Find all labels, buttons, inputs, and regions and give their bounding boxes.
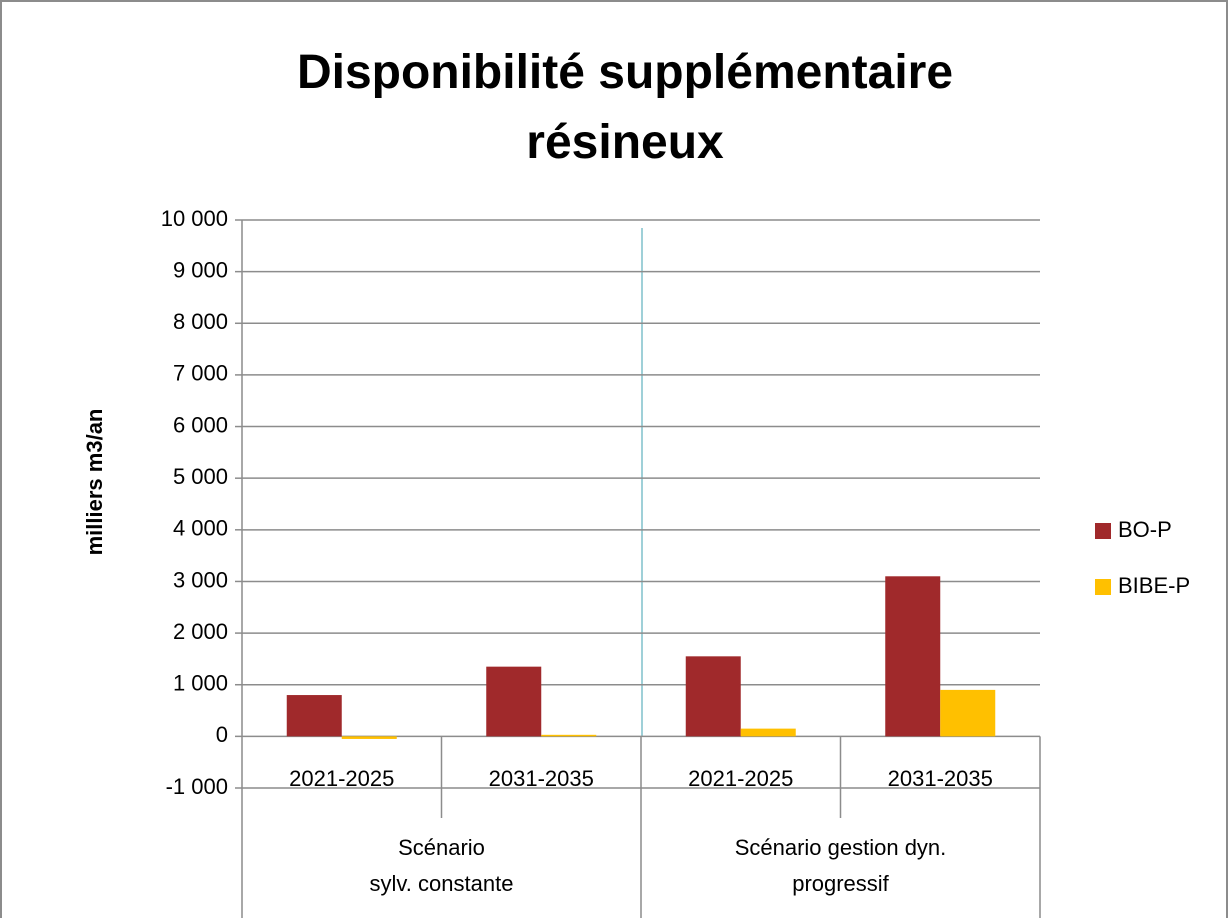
y-tick-label: 10 000: [161, 206, 228, 231]
y-tick-label: 1 000: [173, 671, 228, 696]
x-tick-label: 2031-2035: [888, 766, 993, 791]
y-tick-label: -1 000: [166, 774, 228, 799]
bar: [486, 666, 542, 737]
y-tick-label: 7 000: [173, 361, 228, 386]
y-tick-label: 9 000: [173, 257, 228, 282]
y-tick-label: 8 000: [173, 309, 228, 334]
y-tick-label: 5 000: [173, 464, 228, 489]
bar: [740, 728, 796, 737]
x-tick-label: 2031-2035: [489, 766, 594, 791]
bar: [341, 736, 397, 739]
bar: [885, 576, 941, 737]
chart-title: Disponibilité supplémentaire résineux: [297, 46, 953, 169]
bar: [940, 689, 996, 737]
group-label: Scénario sylv. constante: [370, 835, 514, 896]
y-tick-label: 0: [216, 722, 228, 747]
y-axis-label: milliers m3/an: [82, 409, 107, 556]
x-tick-label: 2021-2025: [688, 766, 793, 791]
y-tick-label: 6 000: [173, 412, 228, 437]
legend-swatch: [1095, 523, 1111, 539]
y-tick-label: 2 000: [173, 619, 228, 644]
legend-swatch: [1095, 579, 1111, 595]
legend-label: BIBE-P: [1118, 573, 1190, 598]
legend-label: BO-P: [1118, 517, 1172, 542]
bar: [541, 734, 597, 737]
group-label: Scénario gestion dyn. progressif: [735, 835, 947, 896]
bar: [685, 656, 741, 737]
y-tick-label: 4 000: [173, 516, 228, 541]
y-tick-label: 3 000: [173, 567, 228, 592]
bar: [286, 695, 342, 737]
x-tick-label: 2021-2025: [289, 766, 394, 791]
